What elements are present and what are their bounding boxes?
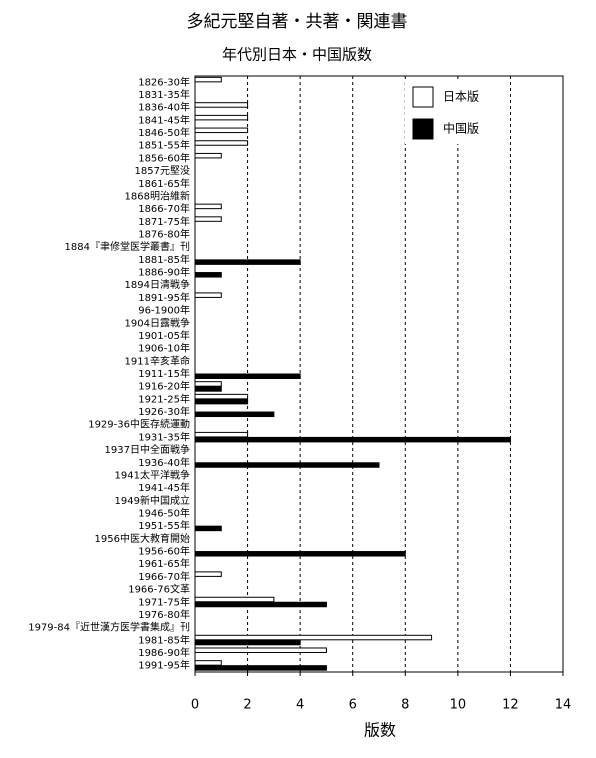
y-tick-label: 1911辛亥革命 [125, 354, 190, 367]
bar [194, 436, 511, 443]
y-tick-label: 1866-70年 [138, 202, 190, 215]
y-tick-label: 1931-35年 [138, 430, 190, 443]
y-tick-label: 1941太平洋戦争 [115, 468, 190, 481]
y-tick-label: 1986-90年 [138, 646, 190, 659]
y-tick-label: 1836-40年 [138, 101, 190, 114]
y-tick-label: 1956-60年 [138, 545, 190, 558]
x-tick-label: 10 [450, 698, 467, 713]
y-tick-label: 1961-65年 [138, 557, 190, 570]
y-tick-label: 1966-76文革 [128, 583, 190, 596]
y-tick-label: 1946-50年 [138, 506, 190, 519]
legend-label: 中国版 [443, 121, 479, 136]
y-tick-label: 96-1900年 [138, 304, 190, 317]
bar [194, 386, 222, 392]
y-tick-label: 1851-55年 [138, 139, 190, 152]
bar [194, 551, 406, 557]
y-tick-label: 1826-30年 [138, 75, 190, 88]
y-tick-label: 1981-85年 [138, 633, 190, 646]
y-tick-label: 1949新中国成立 [115, 494, 190, 507]
y-tick-label: 1868明治維新 [125, 189, 190, 202]
y-tick-label: 1876-80年 [138, 228, 190, 241]
bar [194, 292, 222, 298]
y-tick-label: 1891-95年 [138, 291, 190, 304]
bar [194, 665, 327, 671]
bar [194, 373, 301, 379]
y-tick-label: 1916-20年 [138, 380, 190, 393]
x-tick-label: 2 [243, 698, 251, 713]
y-tick-label: 1936-40年 [138, 456, 190, 469]
bar [194, 411, 275, 418]
bar [194, 127, 249, 134]
y-tick-label: 1941-45年 [138, 481, 190, 494]
y-tick-label: 1894日清戦争 [125, 278, 190, 291]
y-tick-label: 1991-95年 [138, 659, 190, 672]
bar [194, 639, 301, 646]
x-axis-label: 版数 [364, 721, 396, 740]
y-tick-label: 1846-50年 [138, 126, 190, 139]
bar [194, 601, 327, 608]
y-tick-label: 1871-75年 [138, 215, 190, 228]
y-tick-label: 1857元堅没 [135, 165, 190, 177]
y-tick-label: 1926-30年 [138, 405, 190, 418]
bar [194, 114, 249, 121]
bar [194, 272, 222, 278]
y-tick-label: 1831-35年 [138, 88, 190, 101]
bar [194, 571, 222, 577]
bar [194, 102, 249, 108]
y-tick-label: 1906-10年 [138, 342, 190, 355]
x-tick-label: 12 [502, 698, 519, 713]
y-tick-label: 1904日露戦争 [125, 316, 190, 329]
bar [194, 596, 275, 603]
y-tick-label: 1884『聿修堂医学叢書』刊 [65, 240, 190, 253]
bar [194, 647, 327, 653]
chart-title: 多紀元堅自著・共著・関連書 [187, 12, 408, 32]
x-tick-label: 14 [555, 698, 572, 713]
y-tick-label: 1861-65年 [138, 177, 190, 190]
legend-swatch [412, 86, 434, 108]
bar [194, 393, 249, 400]
x-tick-label: 8 [401, 698, 409, 713]
bar [194, 203, 222, 210]
legend-swatch [412, 118, 434, 140]
bar [194, 525, 222, 532]
y-tick-label: 1976-80年 [138, 608, 190, 621]
bar [194, 152, 222, 159]
y-tick-label: 1901-05年 [138, 329, 190, 342]
bar [194, 381, 222, 387]
bar [194, 398, 249, 405]
bar [194, 634, 433, 641]
chart-subtitle: 年代別日本・中国版数 [222, 46, 372, 64]
y-tick-label: 1951-55年 [138, 519, 190, 532]
bar [194, 431, 249, 438]
y-tick-label: 1937日中全面戦争 [105, 443, 190, 456]
y-tick-label: 1841-45年 [138, 113, 190, 126]
bar [194, 76, 222, 83]
bar [194, 216, 222, 222]
y-tick-label: 1886-90年 [138, 266, 190, 279]
y-tick-label: 1856-60年 [138, 151, 190, 164]
bar [194, 259, 301, 265]
y-tick-label: 1921-25年 [138, 392, 190, 405]
y-tick-label: 1911-15年 [138, 367, 190, 380]
y-tick-label: 1966-70年 [138, 570, 190, 583]
plot-frame [194, 75, 564, 673]
y-tick-label: 1956中医大教育開始 [95, 532, 190, 545]
legend-label: 日本版 [443, 90, 479, 104]
x-tick-label: 0 [191, 698, 199, 713]
y-tick-label: 1881-85年 [138, 253, 190, 266]
x-tick-label: 6 [349, 698, 357, 713]
y-tick-label: 1971-75年 [138, 595, 190, 608]
bar [194, 140, 249, 146]
bar [194, 462, 380, 468]
bar [194, 660, 222, 666]
x-tick-label: 4 [296, 698, 304, 713]
y-tick-label: 1979-84『近世漢方医学書集成』刊 [28, 621, 190, 634]
y-tick-label: 1929-36中医存続運動 [88, 418, 190, 431]
